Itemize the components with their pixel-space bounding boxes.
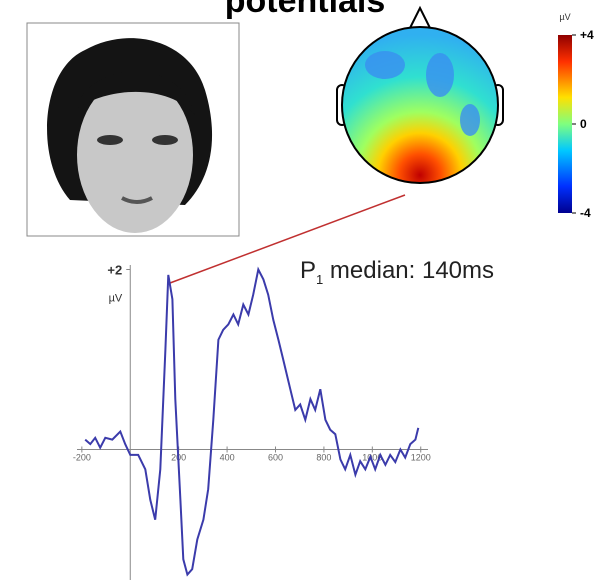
figure: potentials -20020040060080010001200+2µVP…: [0, 0, 613, 581]
colorbar-tick-label: 0: [580, 117, 587, 131]
x-tick-label: 800: [316, 453, 331, 463]
x-tick-label: 400: [220, 453, 235, 463]
figure-title: potentials: [225, 0, 386, 20]
x-tick-label: 600: [268, 453, 283, 463]
colorbar-tick-label: +4: [580, 28, 594, 42]
x-tick-label: -200: [73, 453, 91, 463]
scalp-topography: [337, 8, 503, 183]
face-photo: [27, 23, 239, 236]
colorbar: [558, 35, 572, 213]
annotation-text-after: median: 140ms: [323, 257, 494, 284]
colorbar-label: µV: [559, 12, 570, 22]
colorbar-tick-label: -4: [580, 206, 591, 220]
annotation-text: P: [300, 257, 316, 284]
y-axis-label: µV: [109, 293, 123, 305]
annotation: P1 median: 140ms: [300, 257, 494, 287]
annotation-subscript: 1: [316, 272, 323, 287]
x-tick-label: 1200: [411, 453, 431, 463]
y-tick-label: +2: [107, 263, 122, 278]
erp-line: [85, 270, 418, 575]
